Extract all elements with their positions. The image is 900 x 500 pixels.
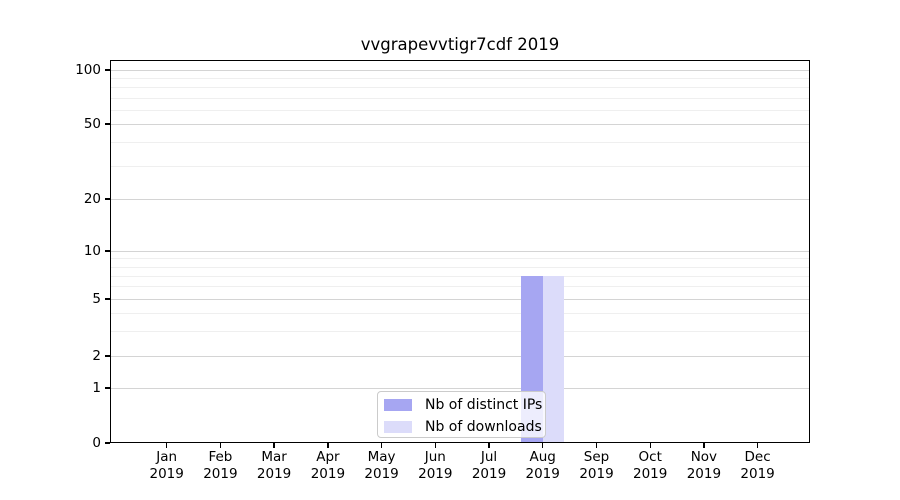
x-tick-month: Jul — [480, 449, 498, 465]
x-tick-label: Jan 2019 — [140, 449, 194, 483]
x-tick-month: May — [367, 449, 396, 465]
y-tick-mark — [104, 387, 110, 389]
x-tick-mark — [595, 443, 598, 448]
legend-item: Nb of distinct IPs — [384, 395, 542, 415]
x-tick-year: 2019 — [633, 466, 668, 482]
x-tick-year: 2019 — [310, 466, 346, 482]
x-tick-month: Mar — [261, 449, 287, 465]
x-tick-year: 2019 — [149, 466, 184, 482]
legend-label: Nb of downloads — [425, 419, 542, 435]
x-tick-month: Aug — [529, 449, 556, 465]
gridline-major — [110, 251, 810, 252]
x-tick-label: Jul 2019 — [462, 449, 516, 483]
x-tick-mark — [434, 443, 436, 448]
x-tick-year: 2019 — [418, 466, 453, 482]
gridline-minor — [110, 275, 810, 277]
gridline-minor — [110, 286, 810, 288]
x-tick-label: Jun 2019 — [408, 449, 462, 483]
y-tick-mark — [104, 198, 110, 200]
gridline-major — [110, 356, 810, 357]
gridline-major — [110, 388, 810, 389]
gridline-minor — [110, 87, 810, 89]
x-tick-label: Dec 2019 — [731, 449, 785, 483]
x-tick-label: Sep 2019 — [570, 449, 624, 483]
gridline-minor — [110, 165, 810, 167]
gridline-minor — [110, 109, 810, 111]
gridline-minor — [110, 312, 810, 314]
y-tick-mark — [104, 69, 110, 71]
legend-swatch — [384, 421, 412, 433]
y-tick-label: 20 — [83, 191, 101, 207]
bar-nb-of-downloads — [542, 275, 565, 443]
y-tick-mark — [104, 250, 110, 252]
y-tick-mark — [104, 442, 110, 444]
x-tick-month: Dec — [744, 449, 771, 465]
gridline-major — [110, 299, 810, 300]
x-tick-year: 2019 — [525, 466, 560, 482]
gridline-minor — [110, 258, 810, 260]
gridline-minor — [110, 330, 810, 332]
x-tick-mark — [649, 443, 651, 448]
legend-label: Nb of distinct IPs — [425, 397, 543, 413]
x-tick-month: Nov — [690, 449, 718, 465]
x-tick-year: 2019 — [471, 466, 507, 482]
x-tick-label: Feb 2019 — [193, 449, 247, 483]
x-tick-label: Oct 2019 — [623, 449, 677, 483]
legend: Nb of distinct IPs Nb of downloads — [377, 391, 546, 438]
y-tick-label: 1 — [92, 380, 101, 396]
x-tick-month: Oct — [638, 449, 662, 465]
x-tick-year: 2019 — [256, 466, 292, 482]
x-tick-month: Jun — [424, 449, 446, 465]
legend-swatch — [384, 399, 412, 411]
gridline-minor — [110, 78, 810, 80]
y-tick-label: 50 — [83, 116, 101, 132]
x-tick-year: 2019 — [740, 466, 775, 482]
y-tick-label: 5 — [92, 291, 101, 307]
x-tick-label: May 2019 — [355, 449, 409, 483]
y-tick-label: 0 — [92, 435, 101, 451]
x-tick-label: Mar 2019 — [247, 449, 301, 483]
gridline-major — [110, 70, 810, 71]
x-tick-label: Apr 2019 — [301, 449, 355, 483]
y-tick-mark — [104, 123, 110, 125]
plot-area — [110, 60, 810, 443]
gridline-minor — [110, 97, 810, 99]
x-tick-mark — [327, 443, 329, 448]
x-tick-month: Apr — [316, 449, 340, 465]
x-tick-label: Aug 2019 — [516, 449, 570, 483]
y-tick-label: 10 — [83, 243, 101, 259]
x-tick-mark — [756, 443, 759, 448]
x-tick-mark — [219, 443, 222, 448]
x-tick-year: 2019 — [579, 466, 614, 482]
legend-item: Nb of downloads — [384, 417, 542, 437]
x-tick-mark — [488, 443, 490, 448]
x-tick-year: 2019 — [364, 466, 399, 482]
x-tick-mark — [703, 443, 705, 448]
gridline-major — [110, 199, 810, 200]
gridline-minor — [110, 142, 810, 144]
x-tick-month: Jan — [156, 449, 178, 465]
gridline-minor — [110, 266, 810, 268]
gridline-major — [110, 124, 810, 125]
y-tick-label: 100 — [75, 62, 101, 78]
x-tick-mark — [380, 443, 383, 448]
x-tick-month: Feb — [208, 449, 233, 465]
x-tick-mark — [166, 443, 168, 448]
x-tick-year: 2019 — [686, 466, 722, 482]
y-tick-mark — [104, 355, 110, 357]
y-tick-label: 2 — [92, 348, 101, 364]
y-tick-mark — [104, 298, 110, 300]
x-tick-mark — [273, 443, 275, 448]
x-tick-label: Nov 2019 — [677, 449, 731, 483]
x-tick-month: Sep — [583, 449, 610, 465]
x-tick-mark — [542, 443, 544, 448]
chart-title: vvgrapevvtigr7cdf 2019 — [360, 35, 560, 54]
x-tick-year: 2019 — [203, 466, 238, 482]
